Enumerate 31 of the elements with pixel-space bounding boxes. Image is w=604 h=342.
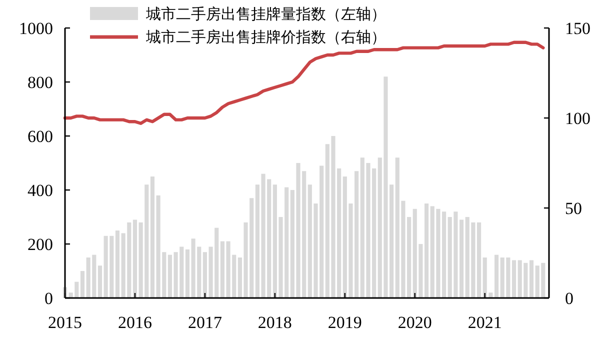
bar: [80, 271, 85, 298]
bar: [150, 176, 155, 298]
legend-label: 城市二手房出售挂牌量指数（左轴）: [145, 6, 386, 23]
bar: [98, 266, 102, 298]
x-tick-label: 2016: [118, 313, 152, 332]
bar: [476, 222, 482, 298]
y-tick-label: 400: [28, 181, 53, 200]
bar: [168, 254, 172, 298]
bar: [494, 254, 499, 298]
x-tick-label: 2018: [258, 313, 292, 332]
y-tick-label: 1000: [19, 19, 53, 38]
y-tick-label: 0: [44, 289, 53, 308]
bar: [442, 212, 446, 298]
x-tick-label: 2021: [468, 313, 502, 332]
bar: [529, 260, 534, 298]
x-tick-label: 2017: [188, 313, 222, 332]
x-tick-label: 2015: [48, 313, 82, 332]
y2-tick-label: 0: [565, 289, 574, 308]
bar: [512, 260, 516, 298]
bar: [132, 220, 138, 298]
y2-tick-label: 50: [565, 199, 582, 218]
y-tick-label: 600: [28, 127, 53, 146]
bar: [459, 220, 464, 298]
x-tick-label: 2019: [328, 313, 362, 332]
x-tick-label: 2020: [398, 313, 432, 332]
y2-tick-label: 150: [565, 19, 590, 38]
y2-tick-label: 100: [565, 109, 590, 128]
y-tick-label: 800: [28, 73, 53, 92]
legend-label: 城市二手房出售挂牌价指数（右轴）: [145, 29, 386, 46]
y-tick-label: 200: [28, 235, 53, 254]
bar: [115, 230, 120, 298]
